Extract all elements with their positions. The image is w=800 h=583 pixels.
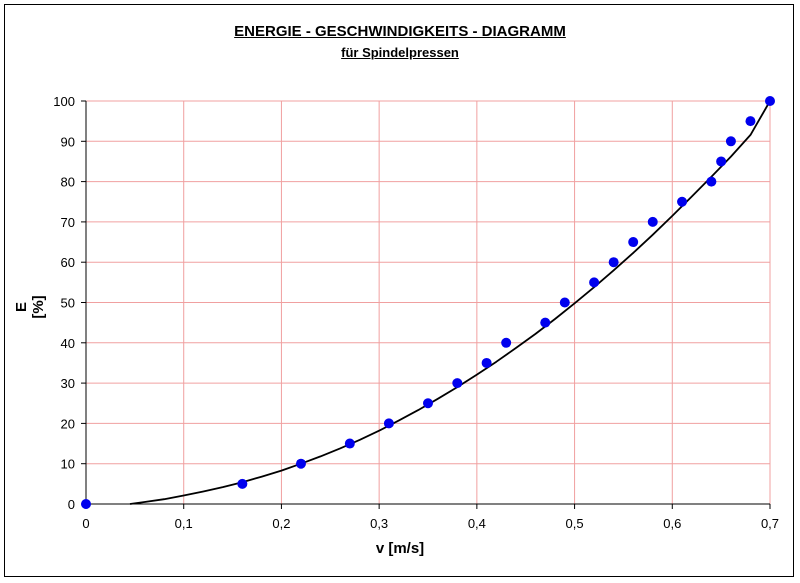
trend-curve	[129, 100, 771, 505]
y-tick-label: 30	[61, 376, 75, 391]
y-tick-label: 10	[61, 457, 75, 472]
x-tick-label: 0,3	[370, 516, 388, 531]
y-tick-label: 60	[61, 255, 75, 270]
y-tick-label: 100	[53, 94, 75, 109]
chart-frame	[4, 4, 794, 577]
data-point	[295, 458, 306, 469]
y-tick-label: 90	[61, 134, 75, 149]
data-point	[559, 297, 570, 308]
data-point	[423, 398, 433, 409]
y-tick-label: 20	[61, 416, 75, 431]
y-tick-label: 40	[61, 336, 75, 351]
data-point	[716, 156, 727, 167]
x-tick-label: 0,5	[566, 516, 584, 531]
chart-title: ENERGIE - GESCHWINDIGKEITS - DIAGRAMM	[234, 23, 566, 40]
data-point	[501, 337, 512, 348]
x-tick-label: 0,7	[761, 516, 779, 531]
data-point	[628, 237, 639, 248]
data-point	[81, 499, 91, 509]
y-tick-label: 0	[68, 497, 75, 512]
x-tick-label: 0,4	[468, 516, 486, 531]
x-tick-label: 0,6	[663, 516, 681, 531]
data-point	[481, 357, 492, 368]
data-point	[706, 176, 717, 187]
data-point	[725, 136, 736, 147]
data-point	[765, 96, 775, 106]
data-point	[540, 317, 551, 328]
data-point	[589, 277, 600, 288]
data-point	[677, 196, 688, 207]
x-tick-label: 0,2	[272, 516, 290, 531]
x-tick-label: 0,1	[175, 516, 193, 531]
data-point	[608, 257, 619, 268]
y-tick-label: 70	[61, 215, 75, 230]
y-tick-label: 50	[61, 296, 75, 311]
data-point	[344, 438, 355, 449]
x-axis-label: v [m/s]	[375, 540, 425, 557]
data-point	[647, 216, 658, 227]
data-point	[237, 478, 248, 489]
data-point	[452, 378, 463, 389]
data-point	[745, 116, 756, 127]
y-tick-label: 80	[61, 175, 75, 190]
x-tick-label: 0	[82, 516, 89, 531]
chart-subtitle: für Spindelpressen	[341, 45, 459, 60]
data-point	[383, 418, 394, 429]
